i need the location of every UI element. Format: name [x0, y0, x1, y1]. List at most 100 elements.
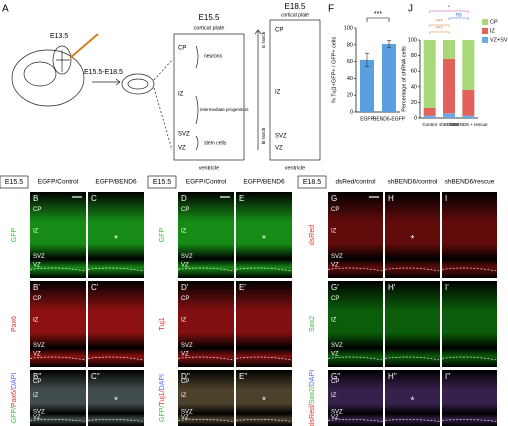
bar-segment	[462, 115, 475, 118]
arrow	[92, 78, 121, 86]
panel-label: I	[445, 194, 447, 203]
hemisphere	[52, 45, 72, 75]
stain-label: dsRed	[309, 225, 316, 245]
x-tick-label: Control	[422, 122, 437, 127]
notch-arrow	[254, 29, 262, 150]
panel-label: E''	[239, 372, 248, 381]
panel-label: A	[2, 4, 9, 15]
stain-part: dsRed/	[309, 404, 316, 426]
stain-part: Sox2	[309, 316, 316, 332]
y-tick-label: 20	[347, 93, 353, 99]
layer-label: IZ	[331, 228, 337, 234]
bar-segment	[443, 58, 455, 114]
stain-part: DAPI	[159, 374, 166, 390]
cell-type: stem cells	[204, 140, 227, 146]
y-tick-label: 60	[411, 69, 417, 75]
layer-label: CP	[181, 207, 189, 213]
x-tick-label: EGFP	[360, 116, 374, 122]
stage-box	[147, 175, 177, 189]
stain-part: Pax6/	[11, 389, 18, 407]
y-tick-label: 60	[347, 59, 353, 65]
ventricle-line	[327, 356, 384, 361]
micrograph	[442, 192, 497, 278]
ventricle-line	[29, 419, 87, 422]
y-axis-label: % Tuj1+GFP+ / GFP+ cells	[331, 37, 337, 103]
panel-label: I'	[445, 283, 449, 292]
layer-label: SVZ	[33, 254, 45, 260]
asterisk: *	[262, 395, 266, 406]
ventricle-line	[441, 356, 498, 361]
layer-label: VZ	[33, 415, 41, 421]
notch-label: lo Notch	[261, 31, 266, 48]
y-tick-label: 20	[411, 100, 417, 106]
bracket	[195, 45, 199, 151]
micrograph	[30, 192, 86, 278]
panel-label: B'	[33, 283, 40, 292]
stain-label: Pax6	[11, 316, 18, 332]
ventricle-line	[87, 419, 145, 422]
layer: CP	[275, 28, 283, 34]
layer-label: IZ	[331, 393, 337, 399]
layer-label: SVZ	[331, 254, 343, 260]
legend-label: CP	[490, 19, 498, 25]
layer-label: CP	[331, 296, 339, 302]
ventricle-line	[327, 267, 384, 272]
stain-part: GFP/	[11, 407, 18, 423]
stain-label: dsRed/Sox2/DAPI	[309, 370, 316, 426]
significance-bracket	[366, 17, 390, 22]
ventricle-line	[384, 267, 441, 272]
cell-type: neurons	[204, 53, 223, 59]
layer-label: CP	[331, 207, 339, 213]
ventricle-line	[384, 419, 441, 422]
layer-label: IZ	[181, 228, 187, 234]
panel-label: C	[91, 194, 97, 203]
legend-label: VZ+SVZ	[490, 37, 508, 43]
ventricle-line	[384, 356, 441, 361]
column-title: shBEND6/rescue	[445, 179, 495, 186]
panel-label: I''	[445, 372, 451, 381]
layer: CP	[178, 46, 186, 52]
column-title: EGFP/Control	[186, 179, 227, 186]
notch-label: hi Notch	[261, 127, 266, 144]
significance: ***	[436, 20, 444, 26]
layer-label: VZ	[331, 352, 339, 358]
panel-label: G''	[331, 372, 341, 381]
micrograph	[328, 370, 383, 426]
stage-label: E15.5	[153, 179, 171, 186]
stage-box	[297, 175, 327, 189]
layer-label: VZ	[331, 263, 339, 269]
significance-bracket	[429, 24, 450, 27]
y-tick-label: 100	[408, 37, 417, 43]
layer-label: SVZ	[33, 410, 45, 416]
stain-label: GFP	[11, 227, 18, 242]
stain-label: Sox2	[309, 316, 316, 332]
layer-label: CP	[33, 207, 41, 213]
schematic: A E13.5 E15.5-E18.5 E15.5 cortical plate…	[2, 2, 321, 171]
y-tick-label: 80	[411, 53, 417, 59]
y-tick-label: 40	[347, 76, 353, 82]
box-title: E18.5	[285, 2, 306, 11]
layer-label: SVZ	[181, 343, 193, 349]
layer-label: IZ	[33, 393, 39, 399]
error-bar	[365, 52, 369, 67]
significance: ***	[436, 27, 444, 33]
layer-label: VZ	[181, 263, 189, 269]
bar-segment	[443, 113, 455, 118]
panel-label: D	[181, 194, 187, 203]
micrograph	[178, 370, 234, 426]
stain-part: GFP	[159, 227, 166, 242]
micrograph	[385, 281, 440, 367]
layer-label: CP	[33, 296, 41, 302]
layer-label: VZ	[33, 352, 41, 358]
legend-label: IZ	[490, 28, 496, 34]
bar-segment	[423, 115, 436, 118]
ventricle-line	[177, 356, 235, 361]
micrograph	[88, 370, 144, 426]
panel-label: H'	[388, 283, 396, 292]
stain-label: GFP/Tuj1/DAPI	[159, 374, 166, 422]
layer: IZ	[275, 90, 281, 96]
ventricle-line	[87, 267, 145, 272]
section	[121, 73, 155, 95]
y-tick-label: 80	[347, 42, 353, 48]
stain-part: DAPI	[11, 373, 18, 389]
